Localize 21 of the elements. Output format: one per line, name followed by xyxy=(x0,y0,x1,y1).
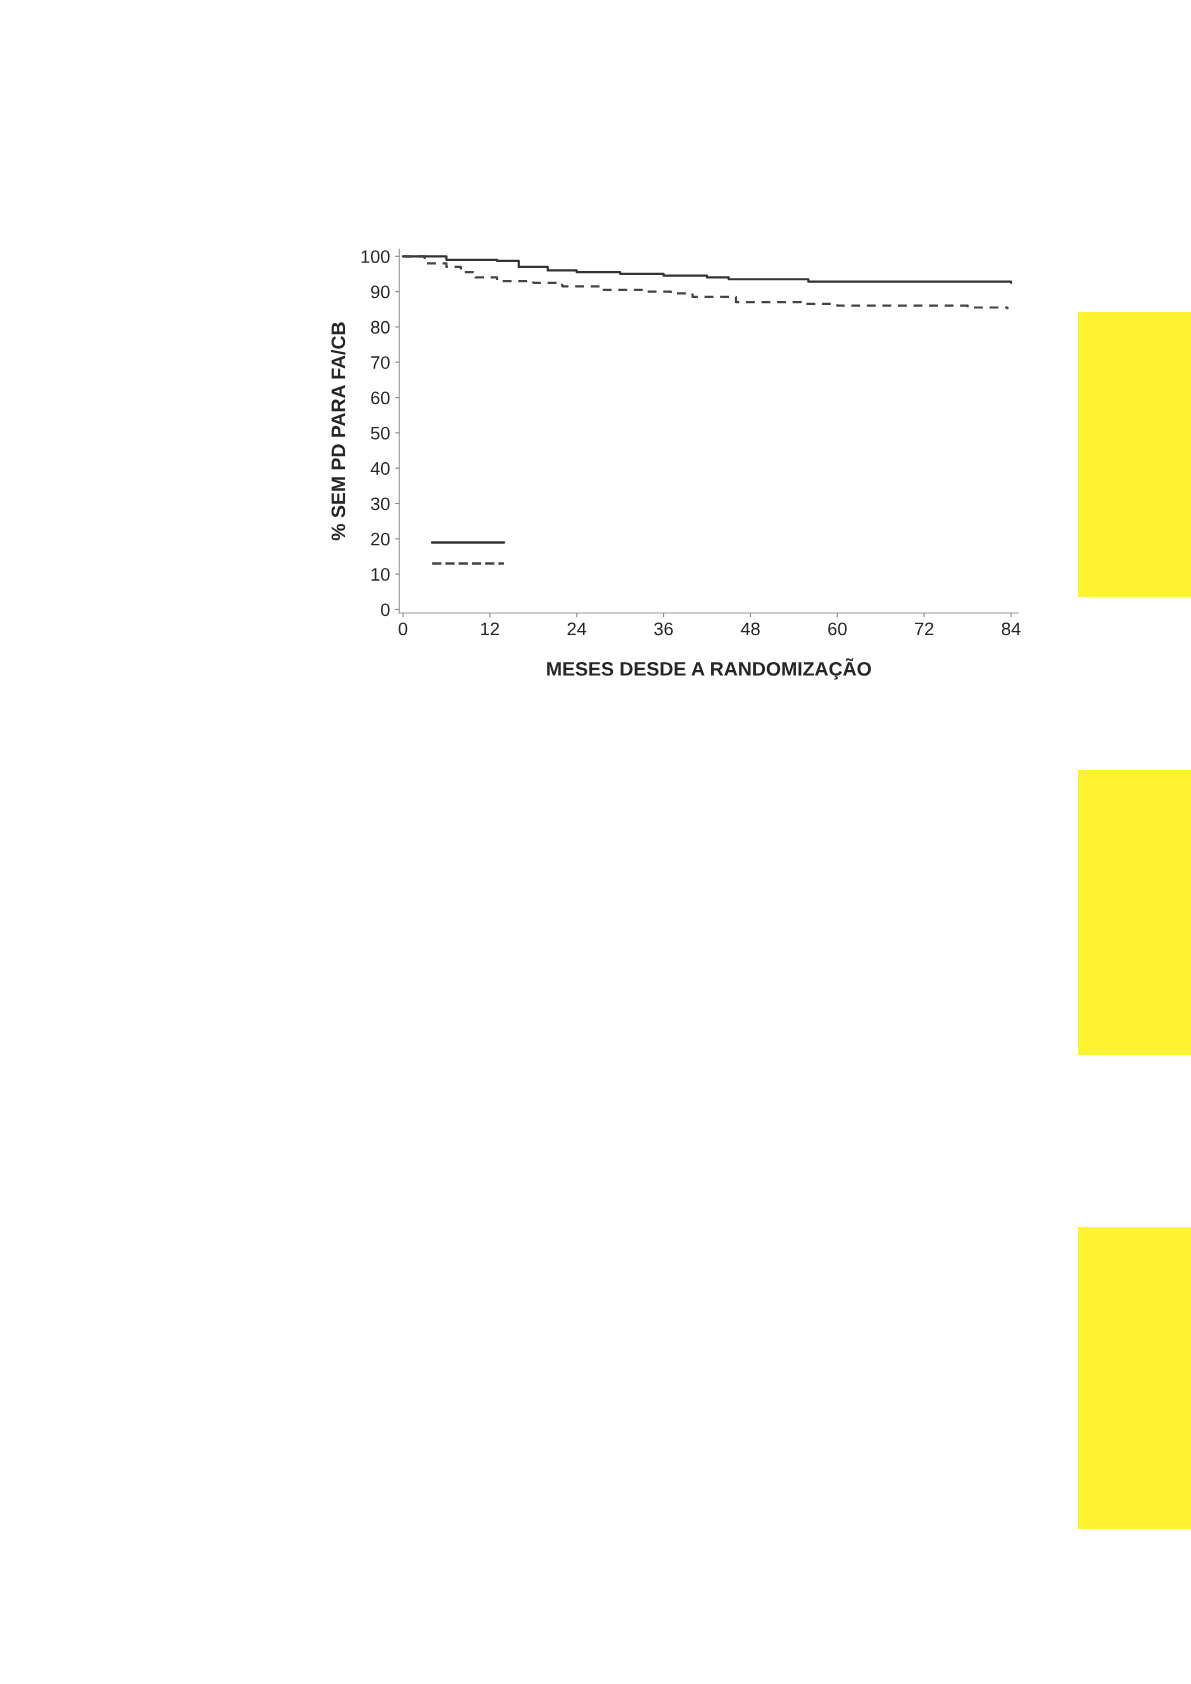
x-tick-label: 12 xyxy=(481,622,499,636)
y-tick-label: 20 xyxy=(371,532,390,546)
y-tick-label: 80 xyxy=(371,320,390,334)
x-axis-title: MESES DESDE A RANDOMIZAÇÃO xyxy=(547,658,871,680)
y-tick-label: 60 xyxy=(371,391,390,405)
y-tick-label: 10 xyxy=(371,568,390,581)
x-tick-label: 72 xyxy=(915,622,934,636)
x-tick-label: 36 xyxy=(654,622,673,636)
y-tick-label: 50 xyxy=(370,426,390,440)
y-axis-title: % SEM PD PARA FA/CB xyxy=(330,322,346,541)
y-tick-label: 70 xyxy=(371,356,390,369)
x-tick-label: 24 xyxy=(567,622,587,636)
x-tick-label: 0 xyxy=(398,622,408,636)
y-tick-label: 90 xyxy=(371,285,390,299)
x-tick-label: 84 xyxy=(1001,622,1021,636)
y-tick-label: 0 xyxy=(380,603,390,617)
x-tick-label: 60 xyxy=(828,622,847,636)
x-tick-label: 48 xyxy=(740,622,760,636)
y-tick-label: 100 xyxy=(361,250,390,264)
y-tick-label: 40 xyxy=(370,462,390,475)
y-tick-label: 30 xyxy=(370,497,390,511)
